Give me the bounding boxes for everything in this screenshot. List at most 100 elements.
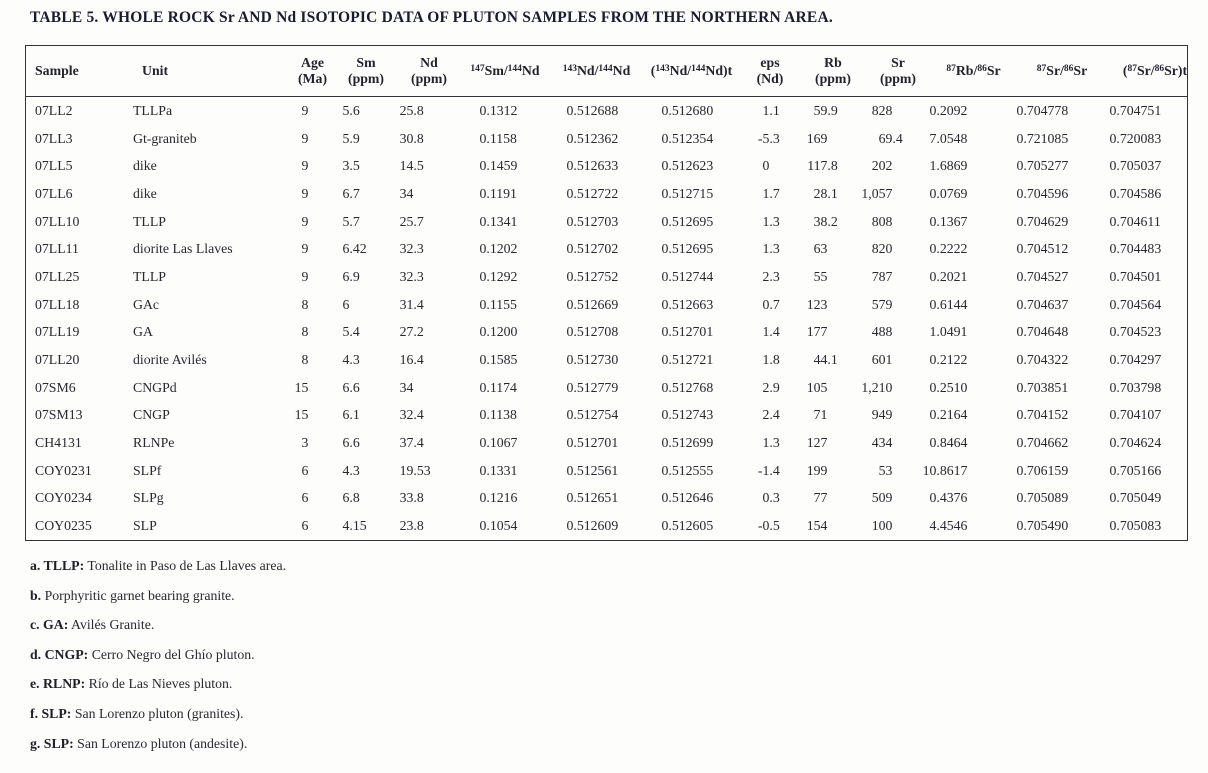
column-header-sample: Sample <box>35 62 79 78</box>
cell-sm-ppm: 3.5 <box>342 158 360 174</box>
cell-sm-ppm: 6.9 <box>342 268 360 284</box>
cell-eps-nd: 1.1 <box>762 102 780 118</box>
cell-sr87-sr86-t: 0.705037 <box>1109 158 1162 174</box>
cell-nd143-nd144-t: 0.512701 <box>661 324 714 340</box>
cell-age-ma: 9 <box>301 185 309 201</box>
cell-rb-ppm: 105 <box>806 379 828 395</box>
cell-nd143-nd144-t: 0.512743 <box>661 407 714 423</box>
column-header-sr87-sr86-t: (87Sr/86Sr)t <box>1122 62 1188 78</box>
cell-sr-ppm: 202 <box>871 158 893 174</box>
cell-eps-nd: -5.3 <box>757 130 780 146</box>
cell-rb87-sr86: 0.4376 <box>929 490 968 506</box>
footnote: a. TLLP: Tonalite in Paso de Las Llaves … <box>30 558 287 573</box>
isotopic-data-table: Sample Unit Age (Ma) Sm (ppm) Nd (ppm) 147Sm/144… <box>25 45 1188 541</box>
cell-sr87-sr86: 0.704512 <box>1016 241 1069 257</box>
cell-sr-ppm: 53 <box>878 462 893 478</box>
cell-eps-nd: 1.4 <box>762 324 780 340</box>
cell-eps-nd: 2.9 <box>762 379 780 395</box>
cell-nd-ppm: 32.4 <box>399 407 424 423</box>
cell-rb-ppm: 177 <box>806 324 828 340</box>
cell-sr87-sr86: 0.706159 <box>1016 462 1069 478</box>
cell-sr87-sr86-t: 0.704297 <box>1109 352 1162 368</box>
cell-sample: 07LL19 <box>35 324 80 340</box>
cell-age-ma: 9 <box>301 241 309 257</box>
cell-sm147-nd144: 0.1054 <box>479 518 518 534</box>
cell-sr-ppm: 601 <box>871 352 893 368</box>
cell-sm147-nd144: 0.1155 <box>479 296 517 312</box>
cell-nd143-nd144: 0.512701 <box>566 435 619 451</box>
cell-rb-ppm: 117.8 <box>807 158 838 174</box>
cell-eps-nd: 1.8 <box>762 352 780 368</box>
cell-rb-ppm: 71 <box>813 407 828 423</box>
cell-sm-ppm: 4.3 <box>342 352 360 368</box>
cell-unit: SLP <box>133 518 157 534</box>
cell-age-ma: 15 <box>294 407 309 423</box>
cell-nd143-nd144: 0.512633 <box>566 158 619 174</box>
cell-rb-ppm: 28.1 <box>813 185 838 201</box>
cell-rb87-sr86: 4.4546 <box>929 518 968 534</box>
cell-sample: COY0234 <box>35 490 92 506</box>
cell-unit: GA <box>133 324 153 340</box>
cell-age-ma: 9 <box>301 130 309 146</box>
cell-eps-nd: 1.3 <box>762 213 780 229</box>
cell-nd143-nd144-t: 0.512354 <box>661 130 714 146</box>
table-row: 07LL3 Gt-graniteb 9 5.9 30.8 0.1158 0.512362 0.… <box>26 125 1187 153</box>
cell-sr-ppm: 100 <box>871 518 893 534</box>
cell-nd-ppm: 19.53 <box>399 462 431 478</box>
cell-age-ma: 6 <box>301 490 309 506</box>
cell-unit: TLLPa <box>133 102 173 118</box>
cell-rb-ppm: 38.2 <box>813 213 838 229</box>
cell-nd143-nd144: 0.512561 <box>566 462 619 478</box>
cell-sr-ppm: 579 <box>871 296 893 312</box>
cell-sm147-nd144: 0.1158 <box>479 130 517 146</box>
cell-sr87-sr86: 0.705490 <box>1016 518 1069 534</box>
cell-age-ma: 9 <box>301 268 309 284</box>
cell-nd-ppm: 34 <box>399 185 414 201</box>
cell-sr87-sr86-t: 0.705049 <box>1109 490 1162 506</box>
cell-sr87-sr86-t: 0.703798 <box>1109 379 1162 395</box>
cell-nd143-nd144-t: 0.512680 <box>661 102 714 118</box>
cell-nd-ppm: 33.8 <box>399 490 424 506</box>
cell-nd143-nd144-t: 0.512605 <box>661 518 714 534</box>
cell-nd143-nd144: 0.512702 <box>566 241 619 257</box>
cell-sr87-sr86: 0.704322 <box>1016 352 1069 368</box>
cell-nd143-nd144: 0.512609 <box>566 518 619 534</box>
footnote: c. GA: Avilés Granite. <box>30 617 155 633</box>
cell-nd-ppm: 25.7 <box>399 213 424 229</box>
cell-sr87-sr86-t: 0.705166 <box>1109 462 1162 478</box>
cell-sr-ppm: 1,210 <box>861 379 893 395</box>
cell-sm147-nd144: 0.1067 <box>479 435 518 451</box>
column-header-sm147-nd144: 147Sm/144Nd <box>470 62 540 78</box>
cell-age-ma: 3 <box>301 435 309 451</box>
cell-nd143-nd144: 0.512669 <box>566 296 619 312</box>
cell-sr-ppm: 488 <box>871 324 893 340</box>
cell-rb-ppm: 44.1 <box>813 352 838 368</box>
cell-nd143-nd144-t: 0.512744 <box>661 268 714 284</box>
cell-sr87-sr86-t: 0.704501 <box>1109 268 1162 284</box>
cell-nd143-nd144-t: 0.512663 <box>661 296 714 312</box>
cell-sr87-sr86: 0.704629 <box>1016 213 1069 229</box>
cell-age-ma: 6 <box>301 518 309 534</box>
cell-rb87-sr86: 0.2510 <box>929 379 968 395</box>
cell-sample: COY0235 <box>35 518 92 534</box>
cell-nd-ppm: 25.8 <box>399 102 424 118</box>
cell-unit: TLLP <box>133 213 166 229</box>
footnote: b. Porphyritic garnet bearing granite. <box>30 587 235 603</box>
column-header-sm-ppm: Sm (ppm) <box>347 54 385 87</box>
table-caption: TABLE 5. WHOLE ROCK Sr AND Nd ISOTOPIC D… <box>30 9 833 26</box>
table-row: 07LL10 TLLP 9 5.7 25.7 0.1341 0.512703 0.512695… <box>26 208 1187 236</box>
cell-nd143-nd144: 0.512688 <box>566 102 619 118</box>
cell-rb87-sr86: 10.8617 <box>922 462 968 478</box>
cell-sample: 07LL3 <box>35 130 73 146</box>
cell-unit: CNGPd <box>133 379 177 395</box>
cell-nd-ppm: 16.4 <box>399 352 424 368</box>
cell-sr87-sr86-t: 0.704523 <box>1109 324 1162 340</box>
cell-nd-ppm: 32.3 <box>399 241 424 257</box>
cell-sm-ppm: 5.9 <box>342 130 360 146</box>
cell-eps-nd: 0.7 <box>762 296 780 312</box>
cell-sample: 07LL18 <box>35 296 80 312</box>
cell-age-ma: 15 <box>294 379 309 395</box>
cell-nd143-nd144-t: 0.512555 <box>661 462 714 478</box>
cell-rb87-sr86: 0.2122 <box>929 352 968 368</box>
